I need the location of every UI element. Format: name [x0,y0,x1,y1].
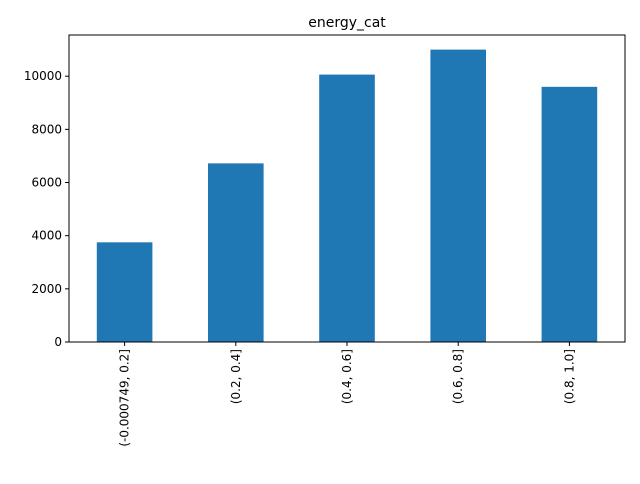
x-tick-label: (0.6, 0.8] [451,349,465,404]
y-tick-label: 10000 [24,69,62,83]
bar-4 [430,49,486,342]
y-tick-label: 0 [54,335,62,349]
bar-3 [319,74,375,342]
bar-2 [208,163,264,342]
chart-title: energy_cat [308,15,386,31]
y-tick-label: 6000 [31,176,62,190]
x-tick-label: (-0.000749, 0.2] [118,349,132,447]
bars-layer [96,49,598,342]
x-tick-label: (0.8, 1.0] [562,349,576,404]
y-tick-label: 4000 [31,229,62,243]
bar-5 [541,86,598,342]
bar-1 [96,242,153,342]
y-tick-label: 2000 [31,282,62,296]
y-tick-label: 8000 [31,122,62,136]
ticks-layer: 0 2000 4000 6000 8000 10000 (-0.000749, 0.2] (0… [24,69,577,446]
x-tick-label: (0.2, 0.4] [229,349,243,404]
x-tick-label: (0.4, 0.6] [340,349,354,404]
